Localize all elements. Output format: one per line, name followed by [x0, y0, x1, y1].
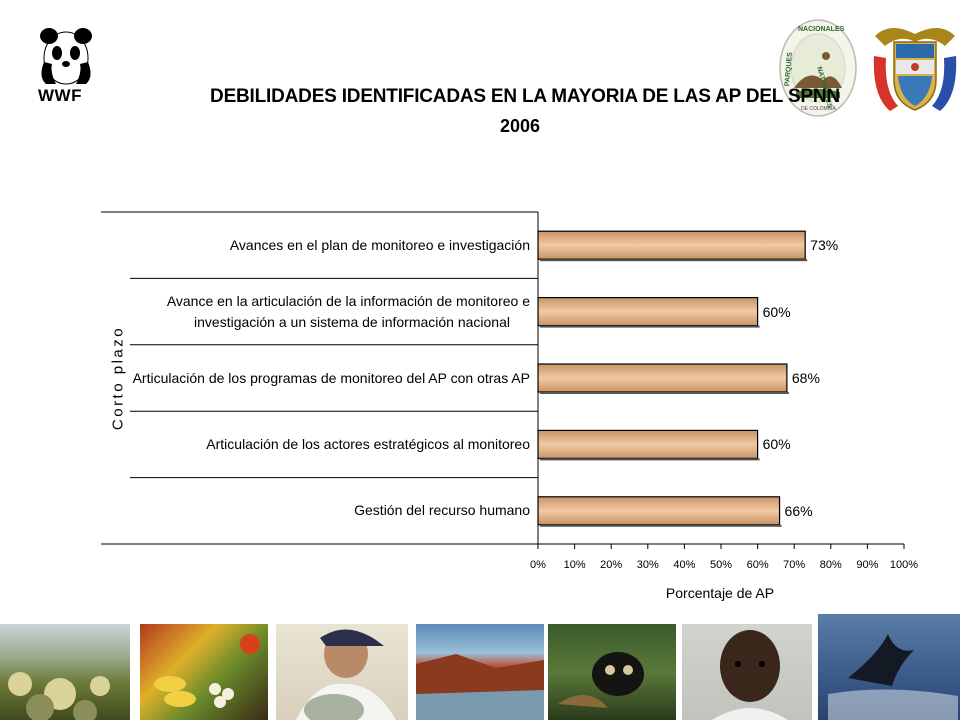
bar-shadow	[540, 524, 782, 527]
x-tick-label: 90%	[856, 559, 879, 571]
parques-nacionales-logo: NACIONALES NATURALES PARQUES DE COLOMBIA	[778, 18, 858, 118]
x-tick-label: 70%	[783, 559, 806, 571]
photo-market-fruits	[140, 624, 268, 720]
panda-icon	[40, 28, 92, 85]
category-label-line: Gestión del recurso humano	[354, 502, 530, 519]
data-label: 73%	[810, 237, 839, 254]
x-tick-label: 40%	[673, 559, 696, 571]
photo-whale-tail	[818, 614, 960, 720]
photo-person-cap	[276, 624, 408, 720]
category-label-line: Avances en el plan de monitoreo e invest…	[229, 236, 530, 253]
wwf-text: WWF	[38, 86, 82, 105]
x-tick-label: 10%	[563, 559, 586, 571]
chart-title: DEBILIDADES IDENTIFICADAS EN LA MAYORIA …	[210, 86, 840, 107]
parques-text-top: NACIONALES	[798, 26, 845, 33]
photo-child	[682, 624, 812, 720]
category-label-line: Avance en la articulación de la informac…	[166, 292, 530, 309]
bar-shadow	[540, 392, 789, 394]
bar	[537, 429, 759, 459]
parques-text-bottom: DE COLOMBIA	[801, 106, 836, 112]
bar	[537, 230, 806, 260]
coat-of-arms-logo	[870, 16, 960, 118]
photo-frailejones	[0, 624, 130, 720]
category-label-line: Articulación de los programas de monitor…	[132, 369, 530, 386]
photo-coast-rocks	[416, 624, 544, 720]
group-axis-label: Corto plazo	[109, 325, 127, 431]
x-axis-label: Porcentaje de AP	[665, 585, 775, 601]
bar-shadow	[540, 325, 760, 328]
chart-subtitle: 2006	[499, 116, 541, 136]
bar	[537, 496, 781, 526]
data-label: 60%	[762, 436, 791, 453]
category-label: Articulación de los actores estratégicos…	[206, 434, 530, 455]
data-label: 68%	[791, 370, 820, 386]
x-tick-label: 60%	[746, 559, 769, 571]
category-label-line: investigación a un sistema de informació…	[194, 313, 510, 330]
category-label: Gestión del recurso humano	[354, 500, 530, 521]
x-tick-label: 20%	[600, 559, 623, 571]
bar	[537, 363, 788, 393]
data-label: 60%	[762, 303, 791, 320]
data-label: 66%	[784, 502, 813, 519]
wwf-logo: WWF	[36, 22, 96, 106]
x-tick-label: 30%	[636, 559, 659, 571]
category-label-line: Articulación de los actores estratégicos…	[206, 435, 530, 452]
x-tick-label: 100%	[889, 559, 919, 571]
x-tick-label: 80%	[819, 559, 842, 571]
category-label: Avance en la articulación de la informac…	[167, 291, 530, 333]
x-tick-label: 0%	[530, 559, 546, 571]
x-tick-label: 50%	[709, 559, 733, 571]
photo-bear	[548, 624, 676, 720]
category-label: Articulación de los programas de monitor…	[133, 368, 530, 389]
bar-shadow	[540, 458, 760, 461]
bar-shadow	[540, 259, 808, 262]
category-label: Avances en el plan de monitoreo e invest…	[230, 235, 530, 256]
bar	[537, 297, 759, 327]
